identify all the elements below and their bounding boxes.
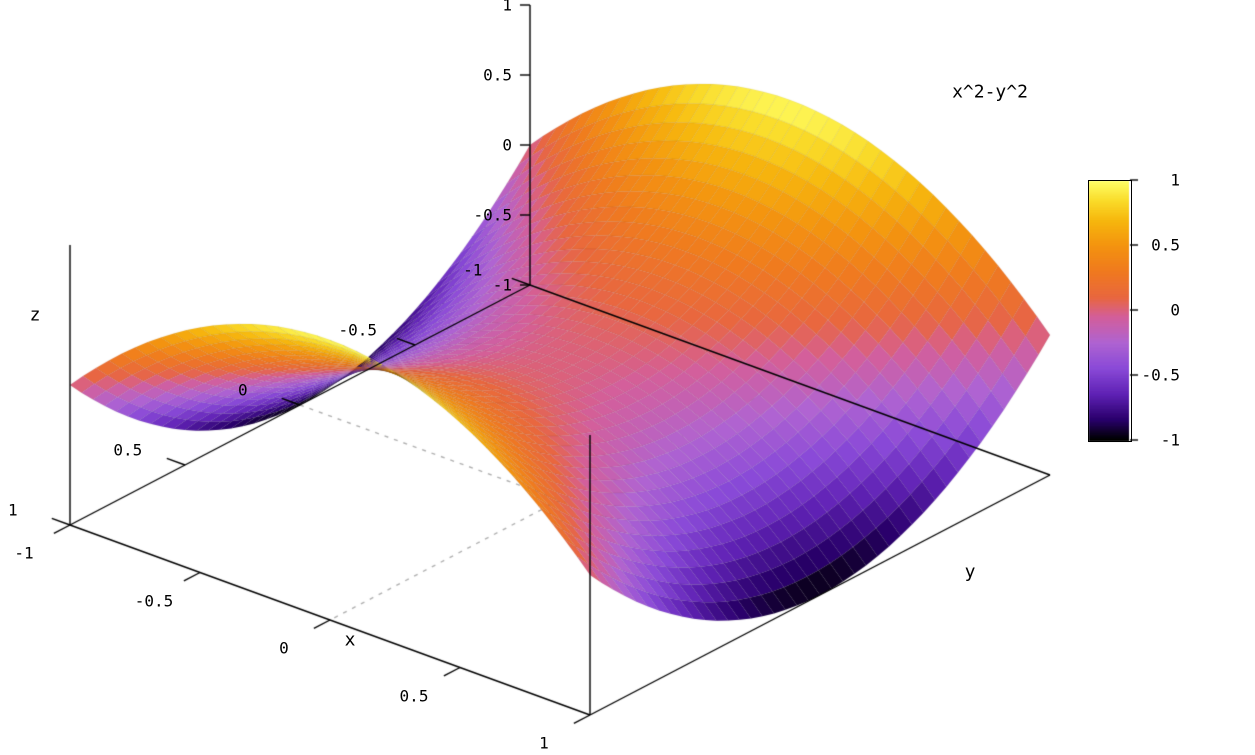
x-tick-label: 0.5 — [113, 441, 142, 460]
y-tick-label: 0 — [279, 639, 289, 658]
x-tick-label: 0 — [238, 381, 248, 400]
axis-label-z: z — [30, 305, 41, 326]
z-tick-label: 1 — [502, 0, 512, 15]
y-tick-label: 1 — [539, 734, 549, 753]
colorbar-tick-label: 0 — [1170, 301, 1180, 320]
chart-title: x^2-y^2 — [952, 82, 1028, 103]
x-tick-label: 1 — [8, 501, 18, 520]
axis-label-x: x — [345, 630, 356, 651]
colorbar-tick-label: -0.5 — [1141, 366, 1180, 385]
x-tick-label: -0.5 — [339, 321, 378, 340]
z-tick-label: 0.5 — [483, 66, 512, 85]
plot-stage: x^2-y^2 x y z -1 -0.5 0 0.5 1 -1 -0.5 0 0.5 1 -1 -0… — [0, 0, 1255, 755]
y-tick-label: 0.5 — [400, 686, 429, 705]
colorbar-tick-label: -1 — [1161, 431, 1180, 450]
colorbar-tick-label: 1 — [1170, 171, 1180, 190]
colorbar — [1088, 180, 1132, 442]
colorbar-tick-label: 0.5 — [1151, 236, 1180, 255]
y-tick-label: -1 — [14, 544, 33, 563]
z-tick-label: -0.5 — [473, 206, 512, 225]
y-tick-label: -0.5 — [135, 591, 174, 610]
x-tick-label: -1 — [463, 261, 482, 280]
z-tick-label: -1 — [493, 276, 512, 295]
surface-canvas — [0, 0, 1255, 755]
axis-label-y: y — [965, 562, 976, 583]
z-tick-label: 0 — [502, 136, 512, 155]
